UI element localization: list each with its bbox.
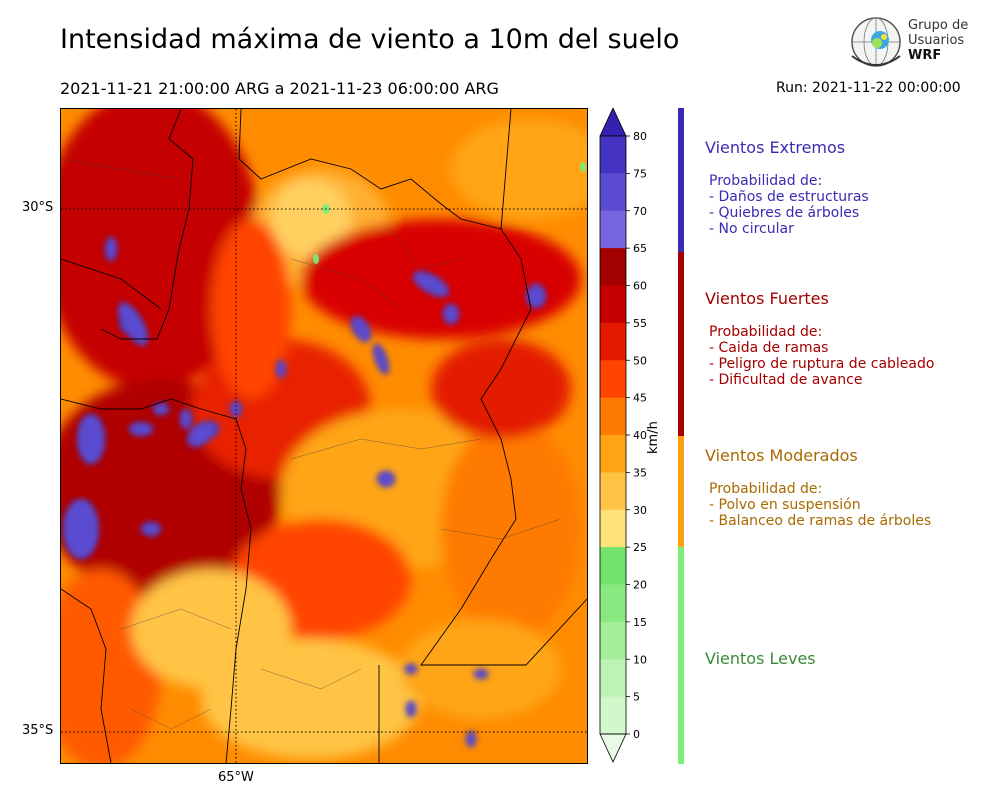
category-name: Vientos Fuertes <box>705 289 829 308</box>
colorbar-segment <box>600 360 626 399</box>
colorbar-segment <box>600 210 626 249</box>
lat-label-35s: 35°S <box>22 723 54 738</box>
colorbar-segment <box>600 397 626 436</box>
colorbar-segment <box>600 584 626 623</box>
colorbar-tick-label: 15 <box>633 616 647 629</box>
colorbar-tick-label: 65 <box>633 242 647 255</box>
colorbar-tick-label: 70 <box>633 205 647 218</box>
colorbar-extend-bottom <box>599 733 627 763</box>
lat-label-30s: 30°S <box>22 200 54 215</box>
colorbar-segment <box>600 696 626 735</box>
colorbar-segment <box>600 322 626 361</box>
cat-bar-fuertes <box>678 252 684 436</box>
colorbar-extend-top <box>599 107 627 137</box>
colorbar-segment <box>600 547 626 585</box>
wrf-logo: Grupo de Usuarios WRF <box>848 16 978 72</box>
colorbar-tick-label: 75 <box>633 167 647 180</box>
colorbar-segment <box>600 136 626 174</box>
colorbar-segment <box>600 435 626 473</box>
logo-line3: WRF <box>908 48 942 63</box>
category-name: Vientos Moderados <box>705 446 858 465</box>
wind-map[interactable] <box>41 89 611 769</box>
colorbar-tick-label: 80 <box>633 130 647 143</box>
page-title: Intensidad máxima de viento a 10m del su… <box>60 24 680 55</box>
colorbar-segment <box>600 248 626 286</box>
category-extremos: Vientos Extremos Probabilidad de: - Daño… <box>705 138 995 237</box>
colorbar-segment <box>600 509 626 548</box>
category-line: - Daños de estructuras <box>709 189 869 205</box>
logo-line2: Usuarios <box>908 33 965 48</box>
cat-bar-extremos <box>678 108 684 252</box>
colorbar-tick-label: 25 <box>633 541 647 554</box>
category-name: Vientos Extremos <box>705 138 846 157</box>
category-name: Vientos Leves <box>705 649 816 668</box>
category-fuertes: Vientos Fuertes Probabilidad de: - Caida… <box>705 289 995 388</box>
colorbar-scale: 0 5 10 15 20 25 30 35 40 45 50 55 60 65 70 75 80 <box>599 107 647 763</box>
lon-label-65w: 65°W <box>218 770 254 785</box>
cat-bar-leves <box>678 547 684 764</box>
colorbar-tick-label: 35 <box>633 466 647 479</box>
colorbar-segment <box>600 173 626 212</box>
colorbar-tick-label: 5 <box>633 691 640 704</box>
globe-icon <box>851 17 901 67</box>
category-line: - Caida de ramas <box>709 340 829 356</box>
category-line: - No circular <box>709 221 794 237</box>
run-time: Run: 2021-11-22 00:00:00 <box>776 80 961 96</box>
category-leves: Vientos Leves <box>705 649 995 684</box>
colorbar-tick-label: 30 <box>633 504 647 517</box>
category-line: Probabilidad de: <box>709 173 823 189</box>
colorbar-tick-label: 45 <box>633 392 647 405</box>
category-line: Probabilidad de: <box>709 481 823 497</box>
colorbar-tick-label: 10 <box>633 653 647 666</box>
colorbar-tick-label: 55 <box>633 317 647 330</box>
category-line: - Peligro de ruptura de cableado <box>709 356 935 372</box>
colorbar-tick-label: 20 <box>633 579 647 592</box>
category-line: Probabilidad de: <box>709 324 823 340</box>
valid-period: 2021-11-21 21:00:00 ARG a 2021-11-23 06:… <box>60 79 499 98</box>
category-line: - Quiebres de árboles <box>709 205 860 221</box>
cat-bar-moderados <box>678 436 684 547</box>
colorbar-tick-label: 0 <box>633 728 640 741</box>
category-line: - Dificultad de avance <box>709 372 863 388</box>
colorbar-unit: km/h <box>646 421 661 454</box>
wind-field <box>41 89 611 769</box>
colorbar-tick-label: 60 <box>633 280 647 293</box>
colorbar-segment <box>600 621 626 660</box>
colorbar-segment <box>600 659 626 698</box>
category-line: - Balanceo de ramas de árboles <box>709 513 932 529</box>
colorbar-tick-label: 50 <box>633 354 647 367</box>
colorbar-segment <box>600 285 626 324</box>
colorbar: 0 5 10 15 20 25 30 35 40 45 50 55 60 65 70 75 80 <box>598 107 668 768</box>
colorbar-tick-label: 40 <box>633 429 647 442</box>
category-moderados: Vientos Moderados Probabilidad de: - Pol… <box>705 446 995 529</box>
colorbar-segment <box>600 472 626 511</box>
category-line: - Polvo en suspensión <box>709 497 861 513</box>
logo-line1: Grupo de <box>908 18 969 33</box>
